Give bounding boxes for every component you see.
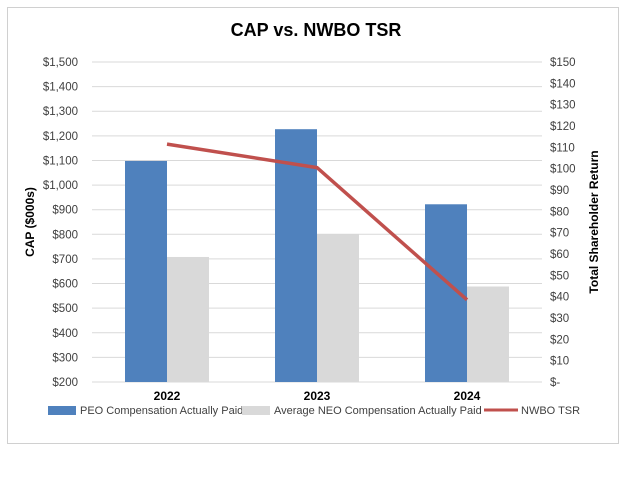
y-axis-ticks: $200 $300 $400 $500 $600 $700 $800 $900 $1,000 $1… [43, 57, 78, 389]
y2-tick-label: $20 [550, 334, 569, 346]
y-tick-label: $1,100 [43, 155, 78, 167]
y-tick-label: $300 [52, 352, 78, 364]
y2-axis-ticks: $- $10 $20 $30 $40 $50 $60 $70 $80 $90 $100 $110 $12… [550, 57, 576, 389]
x-category-label: 2024 [454, 389, 481, 403]
y-tick-label: $1,300 [43, 106, 78, 118]
y-tick-label: $1,500 [43, 57, 78, 69]
y2-tick-label: $90 [550, 185, 569, 197]
legend-swatch [242, 406, 270, 415]
y2-tick-label: $130 [550, 100, 576, 112]
y2-tick-label: $120 [550, 121, 576, 133]
y-axis-title: CAP ($000s) [23, 187, 37, 257]
y2-tick-label: $100 [550, 164, 576, 176]
y2-tick-label: $110 [550, 142, 575, 154]
tsr-line-path [166, 142, 469, 302]
y2-tick-label: $80 [550, 206, 569, 218]
x-axis-categories: 2022 2023 2024 [154, 389, 481, 403]
y-tick-label: $200 [52, 377, 78, 389]
y-tick-label: $1,000 [43, 180, 78, 192]
y-tick-label: $700 [52, 254, 78, 266]
neo-cap-bar [167, 256, 209, 382]
y-tick-label: $900 [52, 205, 78, 217]
y-tick-label: $1,400 [43, 82, 78, 94]
y2-tick-label: $40 [550, 292, 569, 304]
y2-tick-label: $30 [550, 313, 569, 325]
legend-swatch [48, 406, 76, 415]
neo-cap-bar [317, 234, 359, 382]
x-category-label: 2022 [154, 389, 181, 403]
peo-cap-bar [275, 129, 317, 382]
y-tick-label: $600 [52, 279, 78, 291]
legend-label: PEO Compensation Actually Paid [80, 405, 243, 417]
legend: PEO Compensation Actually Paid Average NE… [48, 405, 580, 417]
neo-cap-bar [467, 286, 509, 382]
legend-label: NWBO TSR [521, 405, 580, 417]
chart-title: CAP vs. NWBO TSR [231, 20, 402, 40]
y-tick-label: $800 [52, 229, 78, 241]
y2-tick-label: $150 [550, 57, 576, 69]
peo-cap-bar [125, 160, 167, 382]
y-tick-label: $500 [52, 303, 78, 315]
y2-tick-label: $50 [550, 270, 569, 282]
y2-tick-label: $70 [550, 228, 569, 240]
bars [125, 129, 509, 382]
y2-tick-label: $10 [550, 356, 569, 368]
legend-label: Average NEO Compensation Actually Paid [274, 405, 482, 417]
y-tick-label: $1,200 [43, 131, 78, 143]
y2-tick-label: $60 [550, 249, 569, 261]
y-tick-label: $400 [52, 328, 78, 340]
y2-tick-label: $- [550, 377, 560, 389]
tsr-line [166, 142, 469, 302]
y2-tick-label: $140 [550, 78, 576, 90]
y2-axis-title: Total Shareholder Return [587, 150, 601, 293]
x-category-label: 2023 [304, 389, 331, 403]
